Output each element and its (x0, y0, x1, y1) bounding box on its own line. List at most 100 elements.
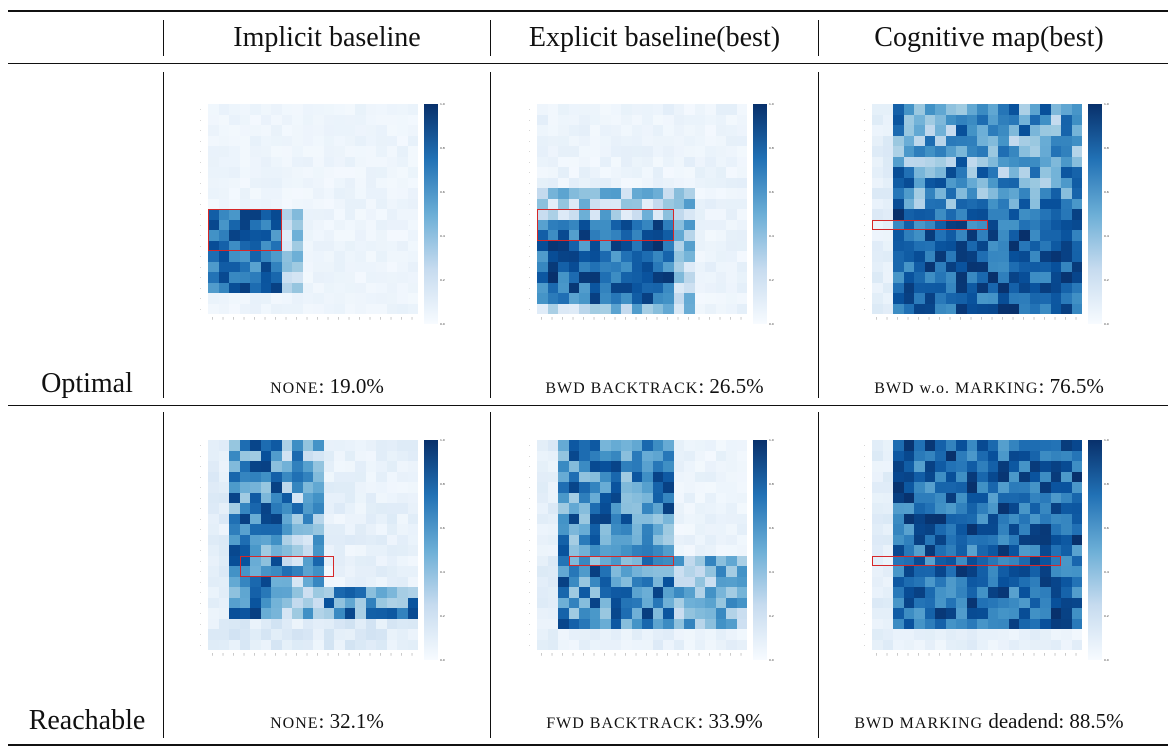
heatmap-cell (229, 534, 240, 545)
heatmap-cell (736, 303, 747, 314)
heatmap-cell (407, 587, 418, 598)
heatmap-cell (1040, 618, 1051, 629)
heatmap-cell (229, 461, 240, 472)
heatmap-cell (334, 251, 345, 262)
heatmap-cell (736, 104, 747, 115)
heatmap-cell (260, 156, 271, 167)
col-tick-label: | (1002, 652, 1004, 656)
heatmap-cell (987, 240, 998, 251)
heatmap-cell (313, 303, 324, 314)
heatmap-cell (935, 513, 946, 524)
heatmap-cell (239, 198, 250, 209)
row-tick-label: - (864, 170, 866, 174)
heatmap-cell (956, 188, 967, 199)
heatmap-cell (218, 503, 229, 514)
heatmap-cell (1019, 524, 1030, 535)
heatmap-cell (726, 503, 737, 514)
heatmap-cell (344, 597, 355, 608)
heatmap-cell (397, 587, 408, 598)
heatmap-cell (726, 209, 737, 220)
heatmap-cell (397, 618, 408, 629)
heatmap-cell (386, 618, 397, 629)
heatmap-cell (302, 587, 313, 598)
heatmap-cell (239, 524, 250, 535)
heatmap-cell (945, 587, 956, 598)
heatmap-cell (1029, 240, 1040, 251)
heatmap-cell (893, 461, 904, 472)
heatmap-cell (736, 461, 747, 472)
heatmap-cell (260, 513, 271, 524)
heatmap-cell (882, 597, 893, 608)
heatmap-cell (726, 534, 737, 545)
row-tick-label: - (200, 212, 202, 216)
heatmap-cell (1040, 566, 1051, 577)
heatmap-cell (1029, 503, 1040, 514)
heatmap-cell (924, 114, 935, 125)
heatmap-cell (736, 219, 747, 230)
col-tick-label: | (928, 652, 930, 656)
heatmap-cell (1040, 261, 1051, 272)
heatmap-cell (956, 461, 967, 472)
col-tick-label: | (401, 652, 403, 656)
col-tick-label: | (688, 652, 690, 656)
heatmap-cell (652, 492, 663, 503)
heatmap-cell (715, 114, 726, 125)
heatmap-cell (260, 471, 271, 482)
heatmap-cell (355, 230, 366, 241)
col-tick-label: | (740, 652, 742, 656)
heatmap-cell (642, 156, 653, 167)
heatmap-cell (537, 629, 548, 640)
heatmap-cell (631, 240, 642, 251)
caption-optimal-cognitive-map: BWD w.o. MARKING: 76.5% (874, 374, 1104, 398)
heatmap-cell (903, 618, 914, 629)
heatmap-cell (313, 114, 324, 125)
heatmap-cell (365, 188, 376, 199)
highlight-box (872, 219, 988, 230)
row-tick-label: - (200, 191, 202, 195)
heatmap-cell (376, 135, 387, 146)
heatmap-cell (1040, 471, 1051, 482)
heatmap-cell (313, 471, 324, 482)
colorbar (1088, 440, 1102, 660)
row-tick-label: - (864, 474, 866, 479)
heatmap-cell (1008, 608, 1019, 619)
heatmap-cell (621, 492, 632, 503)
heatmap-cell (621, 230, 632, 241)
heatmap-cell (998, 555, 1009, 566)
row-tick-label: - (200, 275, 202, 279)
heatmap-cell (715, 566, 726, 577)
heatmap-cell (893, 608, 904, 619)
heatmap-cell (1040, 282, 1051, 293)
heatmap-cell (365, 240, 376, 251)
col-tick-label: | (1065, 652, 1067, 656)
heatmap-cell (281, 219, 292, 230)
heatmap-cell (631, 156, 642, 167)
heatmap-cell (966, 545, 977, 556)
heatmap-cell (652, 188, 663, 199)
heatmap-cell (1008, 597, 1019, 608)
heatmap-cell (956, 492, 967, 503)
heatmap-cell (966, 156, 977, 167)
colorbar-tick: 1.0 (440, 438, 445, 442)
heatmap-cell (579, 156, 590, 167)
colorbar-tick: 0.8 (440, 146, 445, 150)
heatmap-cell (1008, 293, 1019, 304)
heatmap-cell (271, 534, 282, 545)
heatmap-cell (652, 125, 663, 136)
row-tick-label: - (200, 107, 202, 111)
heatmap-cell (558, 125, 569, 136)
heatmap-cell (924, 135, 935, 146)
heatmap-cell (589, 639, 600, 650)
heatmap-cell (956, 209, 967, 220)
heatmap-cell (621, 240, 632, 251)
heatmap-cell (914, 471, 925, 482)
heatmap-cell (998, 492, 1009, 503)
heatmap-cell (386, 125, 397, 136)
heatmap-cell (882, 639, 893, 650)
row-tick-label: - (529, 506, 531, 510)
heatmap-cell (537, 566, 548, 577)
row-tick-label: - (864, 233, 866, 237)
heatmap-cell (684, 461, 695, 472)
heatmap-cell (726, 198, 737, 209)
heatmap-cell (684, 576, 695, 587)
